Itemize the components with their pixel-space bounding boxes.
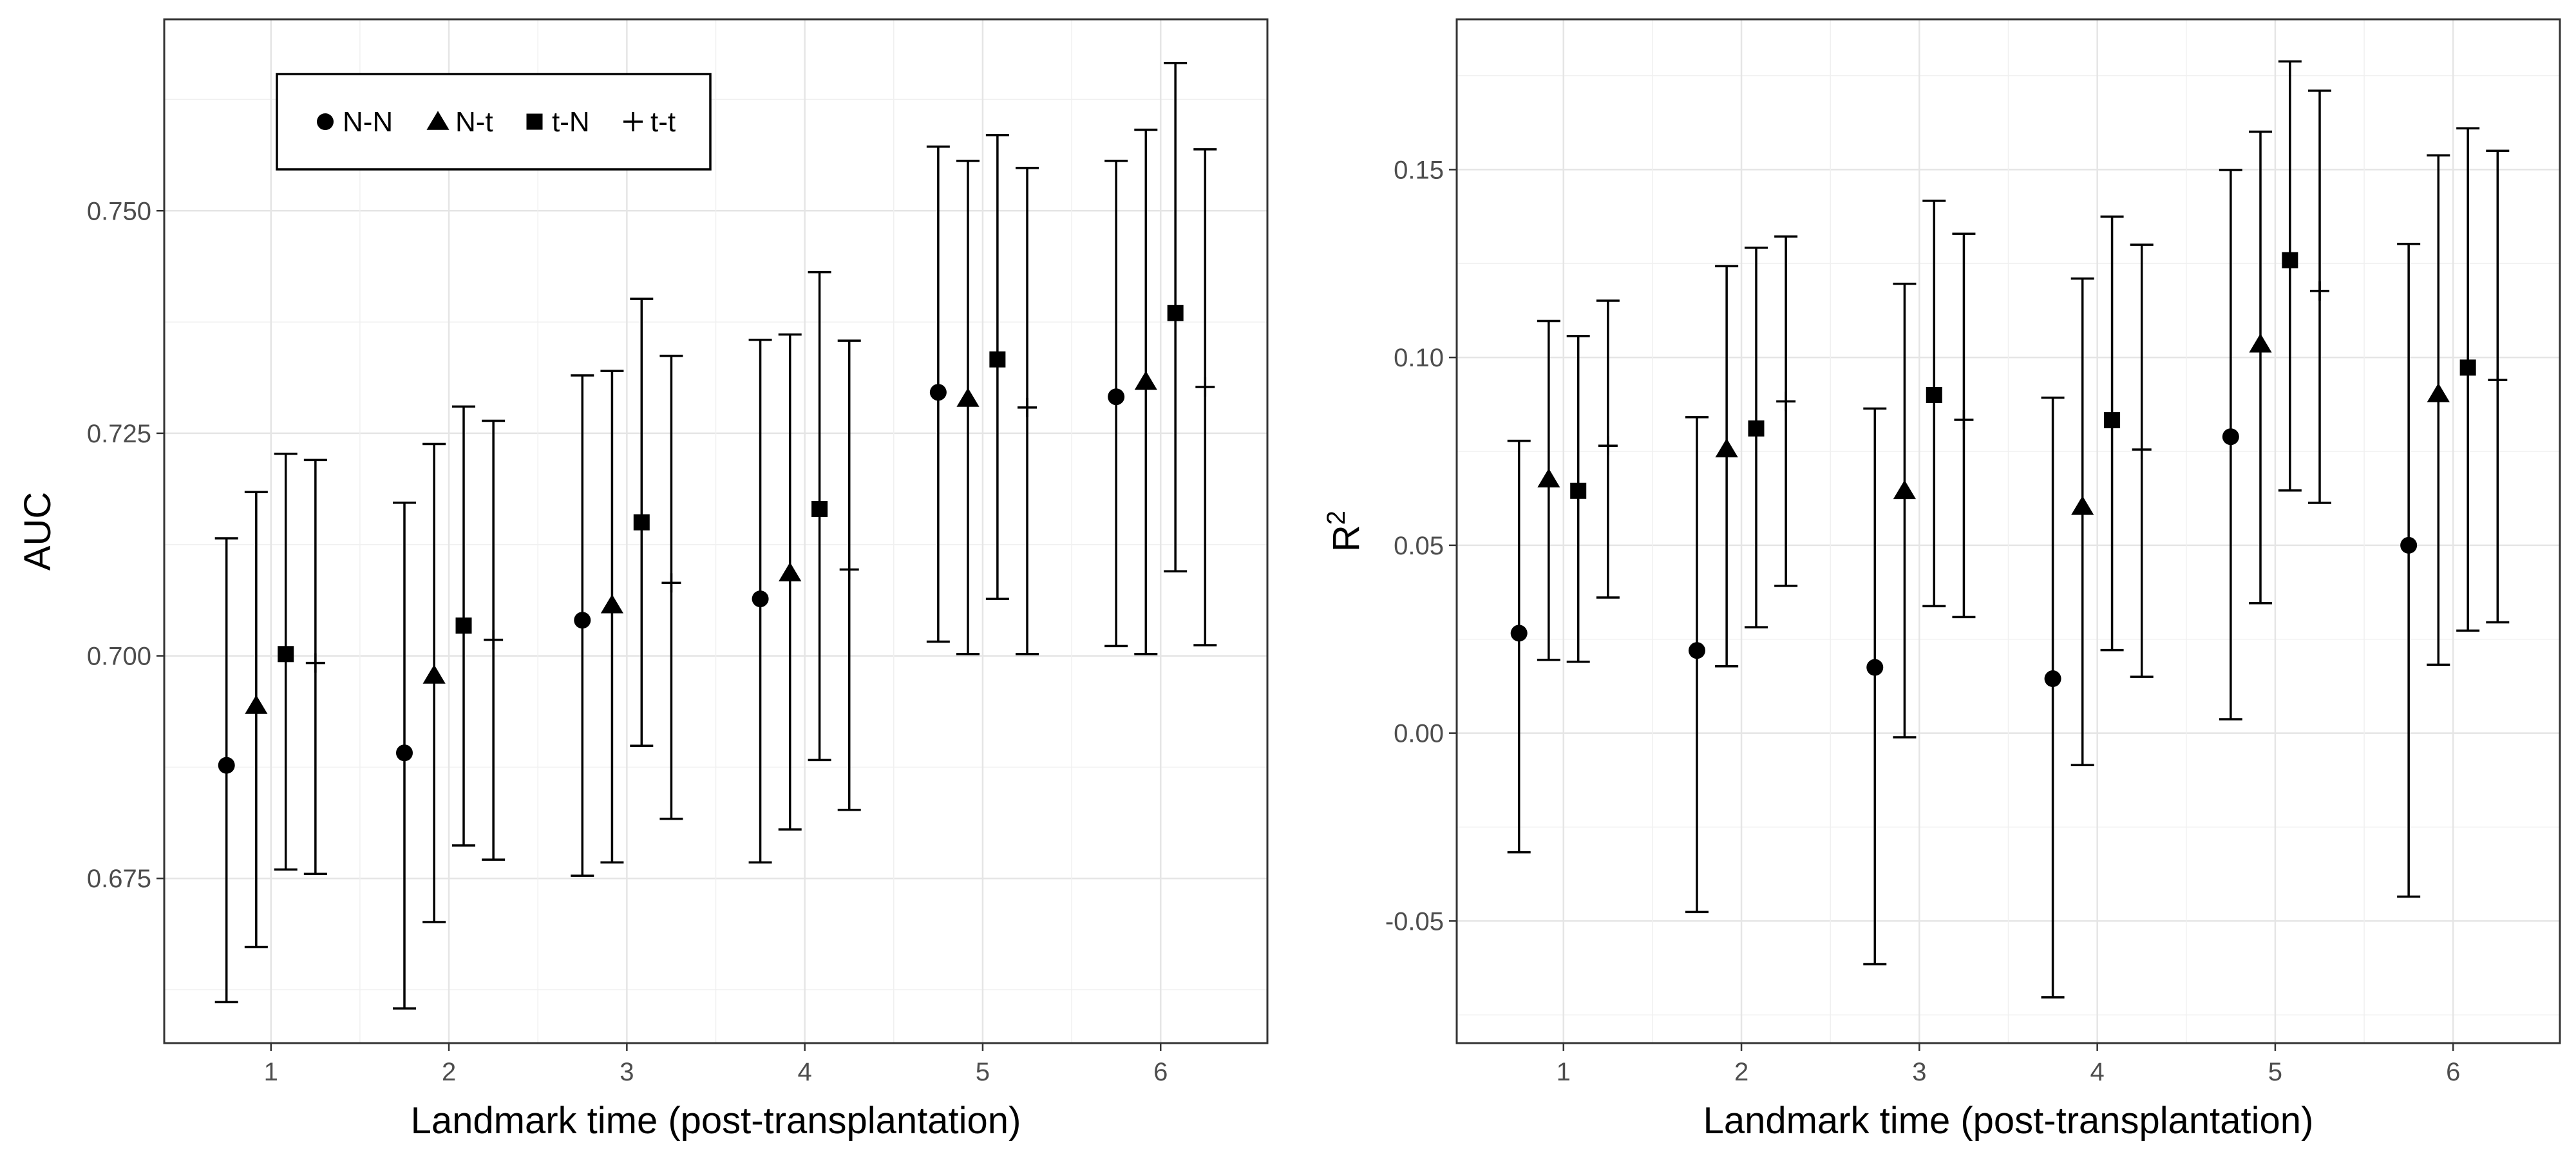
point-t-N [1748, 420, 1765, 437]
point-t-t [2132, 440, 2152, 460]
series-t-N [274, 61, 1188, 871]
point-t-t [1954, 410, 1974, 429]
point-t-N [2459, 359, 2476, 376]
point-N-N [2222, 428, 2239, 446]
point-N-N [1688, 642, 1705, 659]
point-N-t [2249, 333, 2272, 353]
point-t-t [305, 653, 325, 673]
point-N-N [1108, 388, 1125, 406]
panels: 0.675 0.700 0.725 0.750 1 2 3 4 5 6 Landmark time … [17, 18, 2561, 1142]
legend-key-t-N [526, 113, 543, 130]
y-tick-label: 0.10 [1394, 344, 1444, 372]
point-t-N [989, 351, 1006, 368]
x-tick-label: 5 [2268, 1058, 2282, 1086]
y-tick-label: 0.725 [87, 420, 151, 448]
legend-label-N-N: N-N [343, 106, 393, 138]
series-N-t [244, 128, 1158, 948]
series-t-N [1566, 60, 2480, 663]
point-t-N [633, 514, 650, 531]
point-t-t [2488, 370, 2508, 390]
point-t-N [1167, 305, 1184, 321]
point-t-t [661, 573, 681, 593]
x-axis-title: Landmark time (post-transplantation) [1703, 1100, 2314, 1142]
point-N-N [395, 744, 413, 762]
point-t-N [455, 617, 472, 634]
point-t-t [1018, 397, 1037, 417]
x-tick-label: 2 [442, 1058, 456, 1086]
chart-panel-1: 0.675 0.700 0.725 0.750 1 2 3 4 5 6 Landmark time … [17, 18, 1269, 1142]
point-t-t [2310, 281, 2330, 301]
series-N-N [1507, 169, 2421, 999]
y-axis-title-superscript: 2 [1322, 511, 1350, 525]
y-tick-label: -0.05 [1385, 907, 1444, 936]
x-tick-label: 1 [1557, 1058, 1571, 1086]
x-tick-label: 5 [976, 1058, 990, 1086]
legend-label-N-t: N-t [455, 106, 493, 138]
point-N-N [574, 612, 591, 629]
series-N-N [214, 145, 1128, 1010]
series-N-t [1537, 130, 2450, 766]
y-tick-label: 0.15 [1394, 156, 1444, 184]
y-tick-label: 0.750 [87, 197, 151, 225]
point-N-t [2071, 495, 2094, 515]
legend-box [276, 73, 712, 171]
point-N-t [779, 562, 802, 581]
point-t-t [484, 630, 504, 650]
point-t-t [1195, 377, 1215, 397]
point-N-t [1134, 370, 1157, 390]
point-N-N [2044, 670, 2061, 688]
y-tick-label: 0.05 [1394, 532, 1444, 560]
point-N-t [1893, 480, 1917, 500]
point-N-N [752, 590, 769, 608]
point-t-t [1598, 436, 1618, 456]
point-N-t [1537, 468, 1560, 487]
legend-key-N-t [426, 111, 450, 130]
x-tick-label: 4 [2090, 1058, 2105, 1086]
x-tick-label: 3 [620, 1058, 634, 1086]
y-tick-label: 0.700 [87, 643, 151, 671]
legend-label-t-t: t-t [650, 106, 676, 138]
point-N-t [600, 594, 624, 614]
panel-border [1455, 18, 2561, 1044]
y-tick-label: 0.675 [87, 865, 151, 893]
point-N-N [1866, 659, 1884, 676]
point-t-t [1776, 391, 1796, 411]
point-t-N [2282, 252, 2298, 269]
point-N-t [956, 388, 980, 407]
point-N-N [929, 384, 947, 401]
x-tick-label: 6 [2446, 1058, 2460, 1086]
point-N-t [2427, 382, 2450, 402]
point-N-N [1510, 625, 1528, 642]
x-tick-label: 4 [798, 1058, 812, 1086]
point-N-t [1715, 438, 1738, 458]
x-tick-label: 3 [1912, 1058, 1926, 1086]
point-N-N [2400, 536, 2418, 554]
point-t-N [278, 646, 294, 663]
legend: N-N N-t t-N t-t [276, 73, 712, 171]
panel-border [163, 18, 1269, 1044]
chart-panel-2: -0.05 0.00 0.05 0.10 0.15 1 2 3 4 5 6 Landmark time… [1322, 18, 2561, 1142]
point-t-t [839, 560, 859, 580]
series-t-t [303, 148, 1217, 876]
point-N-N [218, 757, 235, 774]
point-N-t [245, 695, 268, 714]
x-tick-label: 2 [1734, 1058, 1748, 1086]
point-t-N [2104, 412, 2121, 429]
x-tick-label: 6 [1153, 1058, 1168, 1086]
legend-label-t-N: t-N [552, 106, 590, 138]
y-axis-title: AUC [17, 492, 59, 570]
y-tick-label: 0.00 [1394, 720, 1444, 748]
series-t-t [1596, 90, 2510, 678]
point-t-N [1926, 386, 1942, 403]
legend-key-t-t [623, 112, 643, 131]
point-t-N [811, 500, 828, 517]
point-N-t [422, 664, 446, 684]
point-t-N [1570, 482, 1587, 499]
legend-key-N-N [317, 113, 334, 130]
x-axis-title: Landmark time (post-transplantation) [411, 1100, 1021, 1142]
x-tick-label: 1 [264, 1058, 278, 1086]
